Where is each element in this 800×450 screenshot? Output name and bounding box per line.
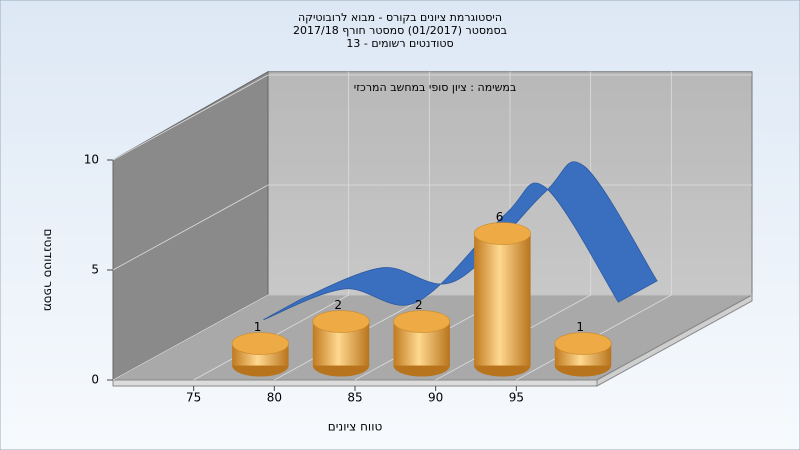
line-ribbon	[263, 161, 658, 321]
y-tick-label: 0	[91, 373, 99, 387]
chart-title: סטודנטים רשומים - 13	[346, 37, 453, 50]
bar	[393, 310, 451, 377]
x-tick-label: 95	[509, 391, 524, 405]
y-tick-label: 10	[84, 153, 99, 167]
bar	[473, 222, 531, 377]
bar-top	[473, 222, 531, 245]
x-axis-label: טווח ציונים	[328, 420, 383, 434]
data-label: 1	[576, 320, 584, 334]
bar	[554, 332, 612, 377]
x-tick-label: 85	[347, 391, 362, 405]
bar	[312, 310, 370, 377]
bar-top	[231, 332, 289, 355]
subtitle: במשימה : ציון סופי במחשב המרכזי	[354, 81, 517, 94]
x-tick-label: 80	[267, 391, 282, 405]
bar-top	[554, 332, 612, 355]
y-axis-label: מספר סטודנטים	[42, 229, 56, 312]
x-tick-label: 75	[186, 391, 201, 405]
bar-top	[312, 310, 370, 333]
floor-front	[112, 379, 598, 387]
bar-body	[474, 233, 531, 366]
data-label: 2	[334, 298, 342, 312]
chart-title: בסמסטר (01/2017) סמסטר חורף 2017/18	[293, 24, 507, 37]
y-tick-label: 5	[91, 263, 99, 277]
x-tick-label: 90	[428, 391, 443, 405]
bar-top	[393, 310, 451, 333]
bar	[231, 332, 289, 377]
chart-title: היסטוגרמת ציונים בקורס - מבוא לרובוטיקה	[298, 11, 502, 24]
data-label: 2	[415, 298, 423, 312]
data-label: 6	[496, 210, 504, 224]
data-label: 1	[254, 320, 262, 334]
